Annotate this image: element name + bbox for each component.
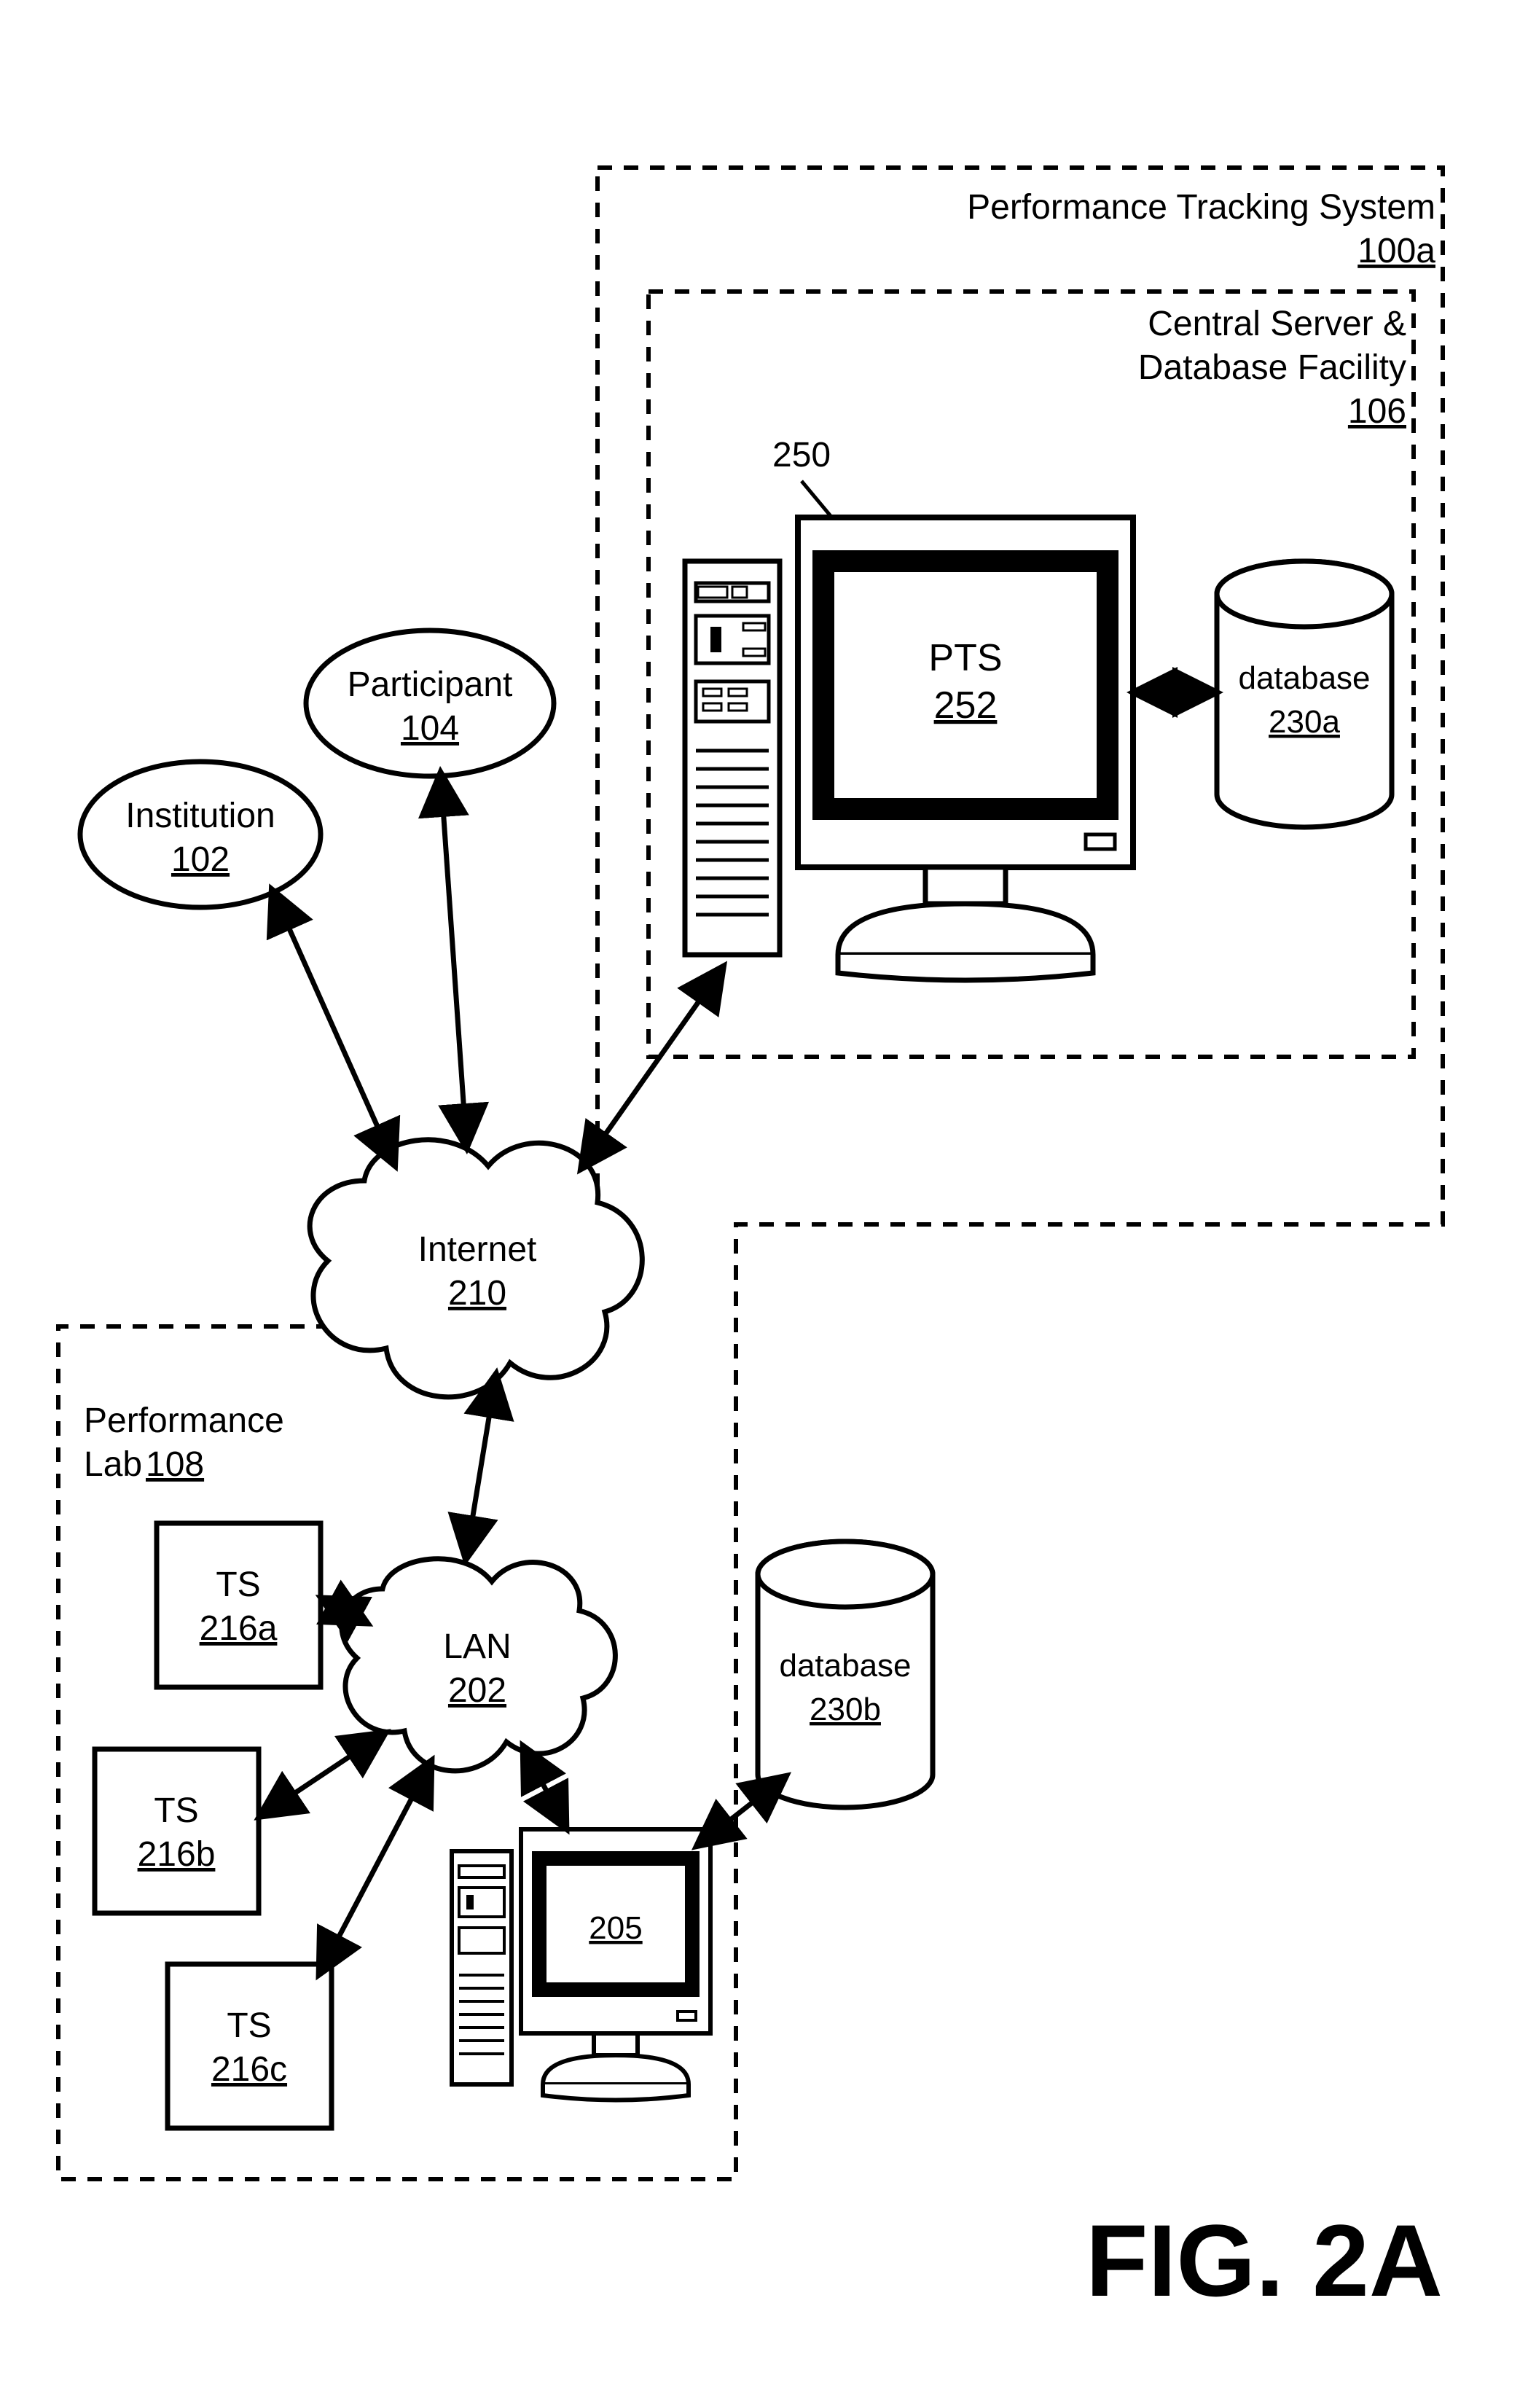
perflab-db-label: database xyxy=(779,1648,911,1684)
internet-ref: 210 xyxy=(448,1274,506,1313)
arrow-tsc-lan xyxy=(321,1764,430,1971)
figure-label: FIG. 2A xyxy=(1086,2203,1443,2318)
arrow-labserver-db xyxy=(700,1778,783,1844)
arrow-tsb-lan xyxy=(262,1735,383,1815)
perflab-server-ref: 205 xyxy=(589,1910,642,1946)
central-label1: Central Server & xyxy=(1148,305,1406,343)
pointer-250: 250 xyxy=(772,436,831,474)
central-db-ref: 230a xyxy=(1269,704,1340,740)
ts-a-label: TS xyxy=(216,1565,260,1604)
arrow-internet-central xyxy=(583,969,721,1166)
participant-label: Participant xyxy=(348,665,513,704)
pts-ref: 252 xyxy=(934,684,998,727)
central-ref: 106 xyxy=(1348,392,1406,431)
central-label2: Database Facility xyxy=(1138,348,1406,387)
ts-box-c: TS 216c xyxy=(168,1964,332,2128)
ts-b-ref: 216b xyxy=(138,1835,216,1874)
arrow-lan-labserver xyxy=(525,1749,565,1826)
outer-ref: 100a xyxy=(1357,232,1435,270)
outer-label: Performance Tracking System xyxy=(967,188,1435,227)
arrow-institution-internet xyxy=(273,893,393,1162)
ts-c-label: TS xyxy=(227,2006,271,2045)
ts-b-label: TS xyxy=(154,1791,198,1830)
outer-boundary: Performance Tracking System 100a xyxy=(58,168,1443,2179)
institution-label: Institution xyxy=(125,797,275,835)
central-server-computer: 250 PTS xyxy=(685,436,1133,980)
ts-box-b: TS 216b xyxy=(95,1749,259,1913)
participant-node: Participant 104 xyxy=(306,630,554,776)
ts-box-a: TS 216a xyxy=(157,1523,321,1687)
perf-lab-database: database 230b xyxy=(758,1541,933,1807)
arrow-participant-internet xyxy=(441,776,466,1144)
perf-lab-box: Performance Lab 108 xyxy=(84,1402,284,1484)
ts-a-ref: 216a xyxy=(200,1609,278,1648)
internet-cloud: Internet 210 xyxy=(310,1140,642,1397)
perf-lab-server: 205 xyxy=(452,1829,710,2100)
internet-label: Internet xyxy=(418,1230,537,1269)
lan-ref: 202 xyxy=(448,1671,506,1710)
central-database: database 230a xyxy=(1217,561,1392,827)
institution-ref: 102 xyxy=(171,840,230,879)
lan-label: LAN xyxy=(443,1627,511,1666)
participant-ref: 104 xyxy=(401,709,459,748)
pts-label: PTS xyxy=(928,637,1002,679)
perflab-ref: 108 xyxy=(146,1445,204,1484)
perflab-title2: Lab xyxy=(84,1445,142,1484)
ts-c-ref: 216c xyxy=(211,2050,287,2089)
arrow-internet-lan xyxy=(466,1377,495,1556)
central-db-label: database xyxy=(1238,660,1370,696)
perflab-title: Performance xyxy=(84,1402,284,1440)
lan-cloud: LAN 202 xyxy=(342,1559,615,1771)
institution-node: Institution 102 xyxy=(80,762,321,907)
perflab-db-ref: 230b xyxy=(810,1692,881,1727)
